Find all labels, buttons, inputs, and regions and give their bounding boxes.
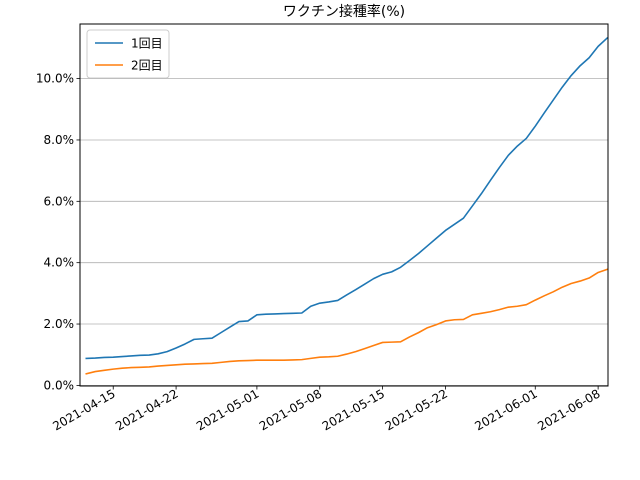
x-tick-label: 2021-05-22: [383, 386, 450, 433]
y-tick-label: 0.0%: [44, 378, 75, 392]
y-tick-label: 4.0%: [44, 256, 75, 270]
chart-title: ワクチン接種率(%): [283, 3, 405, 20]
series-lines: [85, 36, 609, 375]
y-tick-label: 10.0%: [36, 72, 74, 86]
y-tick-label: 8.0%: [44, 133, 75, 147]
legend-label-2: 2回目: [131, 59, 163, 73]
legend-label-1: 1回目: [131, 37, 163, 51]
x-tick-label: 2021-05-08: [257, 386, 324, 433]
x-tick-label: 2021-04-22: [113, 386, 180, 433]
grid: [80, 78, 608, 386]
x-tick-label: 2021-05-15: [320, 386, 387, 433]
legend-box: [86, 29, 170, 79]
y-tick-label: 6.0%: [44, 194, 75, 208]
legend: 1回目 2回目: [86, 29, 170, 79]
x-tick-label: 2021-04-15: [50, 386, 117, 433]
y-axis: 0.0% 2.0% 4.0% 6.0% 8.0% 10.0%: [36, 72, 80, 392]
series-line-2: [85, 268, 609, 375]
x-tick-label: 2021-06-08: [535, 386, 602, 433]
series-line-1: [85, 36, 609, 360]
x-tick-label: 2021-06-01: [472, 386, 539, 433]
x-tick-label: 2021-05-01: [194, 386, 261, 433]
y-tick-label: 2.0%: [44, 317, 75, 331]
plot-frame: [79, 23, 609, 387]
